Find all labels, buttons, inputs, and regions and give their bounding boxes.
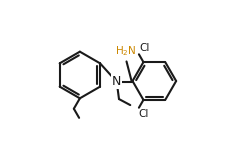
- Text: N: N: [112, 75, 122, 88]
- Text: H$_2$N: H$_2$N: [115, 45, 136, 58]
- Text: Cl: Cl: [138, 109, 148, 119]
- Text: Cl: Cl: [140, 43, 150, 53]
